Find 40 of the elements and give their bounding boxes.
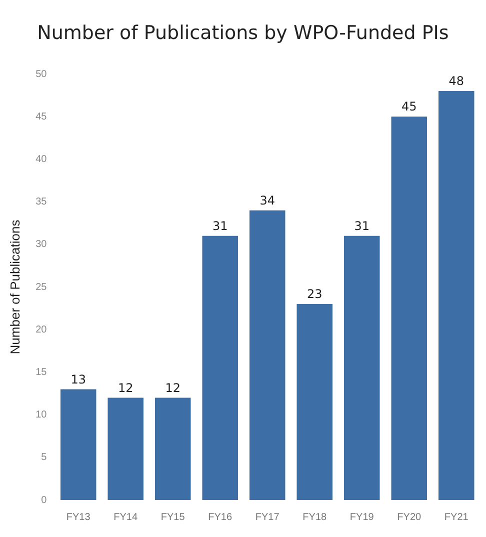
bar (108, 398, 144, 500)
bar (296, 304, 332, 500)
x-tick-label: FY13 (66, 512, 91, 523)
x-tick-label: FY20 (397, 512, 422, 523)
bar (391, 116, 427, 500)
y-tick-label: 45 (36, 111, 48, 122)
data-label: 13 (70, 372, 86, 386)
data-label: 34 (260, 193, 275, 208)
data-label: 31 (212, 219, 228, 234)
y-tick-label: 0 (41, 494, 48, 506)
bar (154, 398, 191, 500)
y-axis-title: Number of Publications (7, 219, 22, 354)
x-tick-label: FY15 (160, 512, 186, 523)
x-tick-label: FY19 (350, 512, 374, 523)
y-tick-label: 40 (36, 154, 48, 165)
bar (249, 210, 286, 500)
data-label: 12 (165, 380, 180, 395)
data-label: 45 (401, 100, 417, 114)
y-tick-label: 25 (36, 282, 48, 293)
y-tick-label: 50 (36, 68, 48, 80)
bar (202, 236, 238, 500)
data-label: 31 (354, 219, 370, 234)
bar (438, 91, 474, 500)
y-tick-label: 30 (36, 239, 48, 250)
x-tick-label: FY16 (208, 512, 232, 523)
x-tick-label: FY14 (114, 512, 138, 523)
y-tick-label: 5 (41, 452, 48, 464)
x-tick-label: FY17 (255, 512, 280, 523)
data-label: 23 (306, 287, 322, 302)
y-tick-label: 10 (36, 410, 48, 421)
bar (344, 236, 380, 500)
x-tick-label: FY21 (444, 512, 469, 523)
y-tick-label: 15 (36, 366, 48, 378)
y-tick-label: 35 (36, 196, 48, 208)
chart-title: Number of Publications by WPO-Funded PIs (36, 22, 450, 44)
y-tick-label: 20 (36, 324, 48, 336)
bar (60, 389, 96, 500)
data-label: 12 (118, 380, 134, 395)
x-tick-label: FY18 (302, 512, 327, 523)
data-label: 48 (448, 74, 464, 88)
